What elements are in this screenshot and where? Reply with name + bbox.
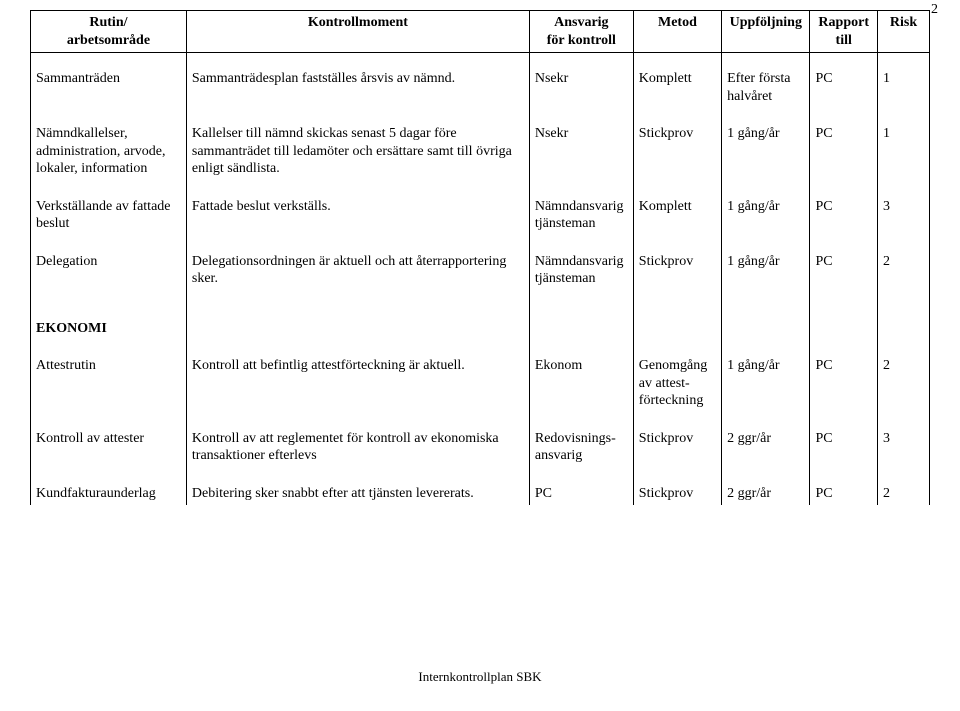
cell-c4: 1 gång/år xyxy=(722,195,810,236)
row-spacer xyxy=(31,236,930,250)
cell-c0: Nämndkallelser, administration, arvode, … xyxy=(31,122,187,181)
cell-c4: 2 ggr/år xyxy=(722,482,810,506)
cell-c1: Kontroll av att reglementet för kontroll… xyxy=(186,427,529,468)
cell-c3: Komplett xyxy=(633,195,721,236)
empty-cell xyxy=(529,317,633,341)
section-row: EKONOMI xyxy=(31,317,930,341)
cell-c4: 1 gång/år xyxy=(722,122,810,181)
cell-c6: 2 xyxy=(877,482,929,506)
cell-c5: PC xyxy=(810,67,878,108)
table-row: Kontroll av attesterKontroll av att regl… xyxy=(31,427,930,468)
cell-c3: Stickprov xyxy=(633,122,721,181)
col-header-followup: Uppföljning xyxy=(722,11,810,53)
cell-c5: PC xyxy=(810,354,878,413)
row-spacer xyxy=(31,108,930,122)
cell-c6: 3 xyxy=(877,427,929,468)
cell-c2: Ekonom xyxy=(529,354,633,413)
cell-c3: Stickprov xyxy=(633,250,721,291)
table-row: Nämndkallelser, administration, arvode, … xyxy=(31,122,930,181)
col-header-moment: Kontrollmoment xyxy=(186,11,529,53)
footer-text: Internkontrollplan SBK xyxy=(0,669,960,685)
cell-c2: Redovisnings-ansvarig xyxy=(529,427,633,468)
cell-c6: 2 xyxy=(877,250,929,291)
table-row: DelegationDelegationsordningen är aktuel… xyxy=(31,250,930,291)
cell-c4: 2 ggr/år xyxy=(722,427,810,468)
cell-c5: PC xyxy=(810,250,878,291)
cell-c2: PC xyxy=(529,482,633,506)
cell-c5: PC xyxy=(810,195,878,236)
cell-c2: Nsekr xyxy=(529,67,633,108)
col-header-risk: Risk xyxy=(877,11,929,53)
row-spacer xyxy=(31,468,930,482)
row-spacer xyxy=(31,413,930,427)
cell-c1: Fattade beslut verkställs. xyxy=(186,195,529,236)
cell-c2: Nämndansvarig tjänsteman xyxy=(529,250,633,291)
page: 2 Rutin/arbetsområde Kontrollmoment Ansv… xyxy=(0,0,960,711)
empty-cell xyxy=(722,317,810,341)
cell-c4: 1 gång/år xyxy=(722,354,810,413)
table-row: SammanträdenSammanträdesplan fastställes… xyxy=(31,67,930,108)
cell-c0: Verkställande av fattade beslut xyxy=(31,195,187,236)
page-number: 2 xyxy=(931,2,938,18)
table-row: Verkställande av fattade beslutFattade b… xyxy=(31,195,930,236)
cell-c1: Kontroll att befintlig attestförteckning… xyxy=(186,354,529,413)
cell-c1: Kallelser till nämnd skickas senast 5 da… xyxy=(186,122,529,181)
section-label: EKONOMI xyxy=(31,317,187,341)
cell-c6: 1 xyxy=(877,67,929,108)
cell-c0: Kundfakturaunderlag xyxy=(31,482,187,506)
col-header-area: Rutin/arbetsområde xyxy=(31,11,187,53)
cell-c1: Sammanträdesplan fastställes årsvis av n… xyxy=(186,67,529,108)
col-header-method: Metod xyxy=(633,11,721,53)
table-row: KundfakturaunderlagDebitering sker snabb… xyxy=(31,482,930,506)
cell-c5: PC xyxy=(810,427,878,468)
table-body: SammanträdenSammanträdesplan fastställes… xyxy=(31,53,930,506)
empty-cell xyxy=(633,317,721,341)
cell-c6: 2 xyxy=(877,354,929,413)
cell-c0: Delegation xyxy=(31,250,187,291)
cell-c6: 3 xyxy=(877,195,929,236)
cell-c3: Stickprov xyxy=(633,482,721,506)
empty-cell xyxy=(186,317,529,341)
cell-c1: Delegationsordningen är aktuell och att … xyxy=(186,250,529,291)
cell-c2: Nämndansvarig tjänsteman xyxy=(529,195,633,236)
row-spacer xyxy=(31,340,930,354)
empty-cell xyxy=(877,317,929,341)
cell-c3: Genomgång av attest-förteckning xyxy=(633,354,721,413)
cell-c0: Attestrutin xyxy=(31,354,187,413)
control-plan-table: Rutin/arbetsområde Kontrollmoment Ansvar… xyxy=(30,10,930,505)
cell-c1: Debitering sker snabbt efter att tjänste… xyxy=(186,482,529,506)
cell-c3: Komplett xyxy=(633,67,721,108)
cell-c4: Efter första halvåret xyxy=(722,67,810,108)
cell-c4: 1 gång/år xyxy=(722,250,810,291)
row-spacer xyxy=(31,181,930,195)
empty-cell xyxy=(810,317,878,341)
cell-c0: Kontroll av attester xyxy=(31,427,187,468)
col-header-responsible: Ansvarigför kontroll xyxy=(529,11,633,53)
cell-c5: PC xyxy=(810,122,878,181)
col-header-report-to: Rapporttill xyxy=(810,11,878,53)
table-row: AttestrutinKontroll att befintlig attest… xyxy=(31,354,930,413)
table-header-row: Rutin/arbetsområde Kontrollmoment Ansvar… xyxy=(31,11,930,53)
cell-c6: 1 xyxy=(877,122,929,181)
cell-c2: Nsekr xyxy=(529,122,633,181)
row-spacer xyxy=(31,53,930,68)
cell-c0: Sammanträden xyxy=(31,67,187,108)
section-spacer xyxy=(31,291,930,317)
cell-c3: Stickprov xyxy=(633,427,721,468)
cell-c5: PC xyxy=(810,482,878,506)
